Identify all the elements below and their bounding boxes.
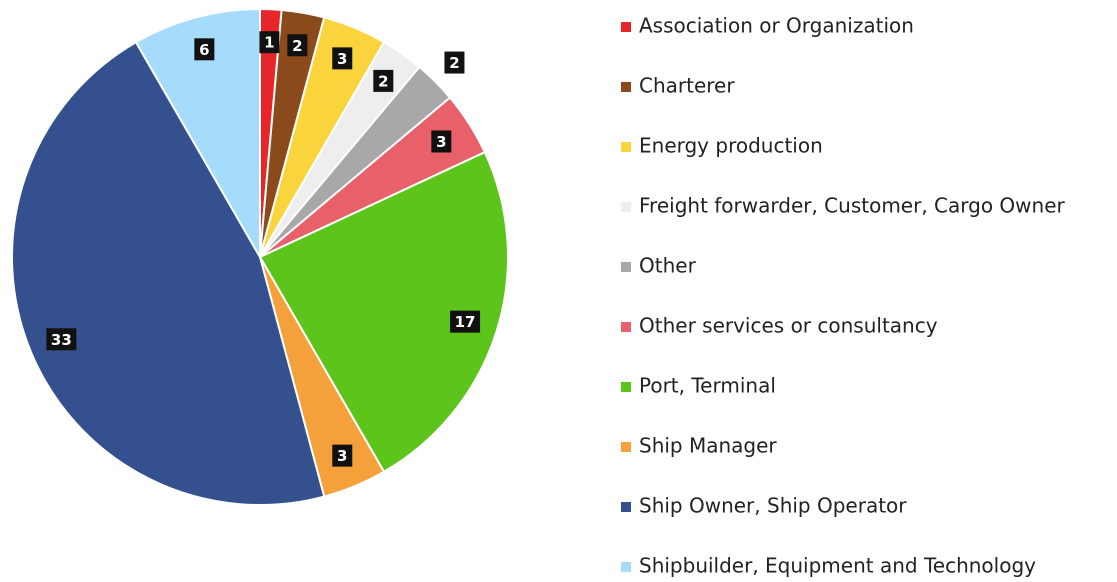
value-label: 3 [337, 50, 347, 68]
value-label-box [431, 130, 452, 153]
legend-label: Charterer [639, 74, 735, 98]
legend-label: Ship Owner, Ship Operator [639, 494, 907, 518]
value-label: 2 [449, 54, 459, 72]
legend-label: Shipbuilder, Equipment and Technology [639, 554, 1036, 578]
legend-label: Ship Manager [639, 434, 777, 458]
pie-slice [258, 150, 509, 474]
value-label-box [332, 47, 353, 70]
pie-slice [134, 7, 261, 261]
legend-label: Port, Terminal [639, 374, 776, 398]
value-label: 2 [378, 72, 388, 90]
legend-swatch [621, 22, 631, 32]
value-label: 17 [455, 313, 476, 331]
value-label-box [444, 51, 465, 74]
legend-label: Association or Organization [639, 14, 914, 38]
legend-label: Freight forwarder, Customer, Cargo Owner [639, 194, 1066, 218]
legend-swatch [621, 442, 631, 452]
legend-swatch [621, 202, 631, 212]
value-label-box [373, 69, 394, 92]
legend-swatch [621, 82, 631, 92]
legend-swatch [621, 142, 631, 152]
value-label-box [332, 444, 353, 467]
value-label-box [46, 328, 77, 351]
value-label: 33 [51, 331, 72, 349]
pie-slice [10, 40, 326, 507]
value-label-box [450, 310, 481, 333]
legend-swatch [621, 502, 631, 512]
legend-label: Other [639, 254, 697, 278]
value-label: 6 [199, 41, 209, 59]
value-label-box [259, 31, 280, 54]
value-label: 3 [337, 447, 347, 465]
value-label: 3 [436, 133, 446, 151]
legend-swatch [621, 322, 631, 332]
legend-label: Other services or consultancy [639, 314, 938, 338]
legend-swatch [621, 262, 631, 272]
legend-swatch [621, 382, 631, 392]
value-label: 1 [264, 34, 274, 52]
legend-swatch [621, 562, 631, 572]
value-label-box [287, 34, 308, 57]
value-label: 2 [292, 37, 302, 55]
legend-label: Energy production [639, 134, 823, 158]
value-label-box [194, 38, 215, 61]
